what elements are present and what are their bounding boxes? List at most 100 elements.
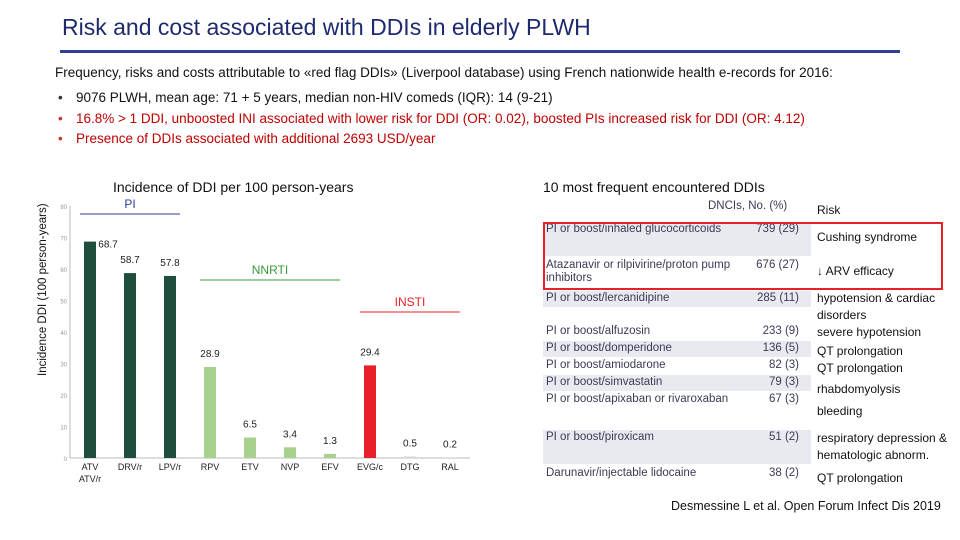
bar-value-label: 0.5 — [403, 438, 417, 449]
y-tick-label: 50 — [60, 300, 67, 306]
table-row: PI or boost/amiodarone 82 (3) — [543, 358, 811, 374]
bullet-text: Presence of DDIs associated with additio… — [76, 131, 436, 146]
bar-ral — [444, 457, 456, 458]
bar-value-label: 58.7 — [120, 255, 140, 266]
y-tick-label: 60 — [60, 268, 67, 274]
y-tick-label: 70 — [60, 237, 67, 243]
risk-cell: QT prolongation — [817, 471, 903, 485]
bar-etv — [244, 437, 256, 458]
risk-cell: Cushing syndrome — [817, 230, 918, 244]
table-title: 10 most frequent encountered DDIs — [543, 179, 765, 195]
drug-cell: PI or boost/alfuzosin — [546, 325, 651, 337]
bullet-item: • Presence of DDIs associated with additi… — [58, 131, 435, 146]
drug-cell: PI or boost/piroxicam — [546, 431, 655, 443]
risk-cell: QT prolongation — [817, 344, 903, 358]
risk-cell: hypotension & cardiac disorders — [817, 291, 936, 322]
count-cell: 739 (29) — [756, 223, 799, 235]
bar-lpvr — [164, 275, 176, 458]
drug-cell: PI or boost/domperidone — [546, 342, 672, 354]
x-tick-label: EVG/c — [357, 462, 384, 472]
drug-cell: PI or boost/lercanidipine — [546, 292, 670, 304]
table-header-count: DNCIs, No. (%) — [708, 200, 788, 212]
count-cell: 285 (11) — [757, 292, 799, 304]
x-tick-sublabel: ATV/r — [79, 474, 101, 484]
x-tick-label: NVP — [281, 462, 300, 472]
x-tick-label: ETV — [241, 462, 259, 472]
x-tick-label: EFV — [321, 462, 339, 472]
citation: Desmessine L et al. Open Forum Infect Di… — [671, 499, 941, 513]
count-cell: 51 (2) — [768, 431, 799, 443]
drug-cell: Atazanavir or rilpivirine/proton pump in… — [546, 259, 731, 284]
count-cell: 38 (2) — [768, 467, 799, 479]
risk-cell: severe hypotension — [817, 325, 922, 339]
drug-cell: Darunavir/injectable lidocaine — [546, 467, 697, 479]
bullet-item: • 16.8% > 1 DDI, unboosted INI associated… — [58, 111, 805, 126]
table-row: Atazanavir or rilpivirine/proton pump in… — [543, 258, 811, 290]
bar-evgc — [364, 365, 376, 458]
risk-cell: rhabdomyolysis — [817, 382, 901, 396]
group-label-pi: PI — [124, 197, 135, 211]
x-tick-label: RAL — [441, 462, 459, 472]
table-row: PI or boost/lercanidipine 285 (11) — [543, 291, 811, 307]
bar-value-label: 29.4 — [360, 347, 380, 358]
y-tick-label: 10 — [60, 426, 67, 432]
count-cell: 79 (3) — [768, 376, 799, 388]
drug-cell: PI or boost/inhaled glucocorticoids — [546, 223, 722, 235]
bar-value-label: 0.2 — [443, 439, 457, 450]
table-row: PI or boost/inhaled glucocorticoids 739 (… — [543, 222, 811, 256]
chart-title: Incidence of DDI per 100 person-years — [113, 179, 354, 195]
slide-subtitle: Frequency, risks and costs attributable … — [55, 65, 833, 80]
y-tick-label: 0 — [64, 457, 68, 463]
count-cell: 676 (27) — [756, 259, 799, 271]
count-cell: 136 (5) — [762, 342, 799, 354]
count-cell: 82 (3) — [768, 359, 799, 371]
table-row: PI or boost/domperidone 136 (5) — [543, 341, 811, 357]
x-tick-label: ATV — [82, 462, 99, 472]
risk-cell: ↓ ARV efficacy — [817, 264, 894, 278]
table-row: PI or boost/simvastatin 79 (3) — [543, 375, 811, 391]
highlight-box — [543, 222, 943, 290]
table-row: PI or boost/apixaban or rivaroxaban 67 (3… — [543, 392, 811, 428]
drug-cell: PI or boost/amiodarone — [546, 359, 666, 371]
y-tick-label: 30 — [60, 363, 67, 369]
bar-drvr — [124, 273, 136, 458]
group-label-nnrti: NNRTI — [252, 263, 288, 277]
bar-value-label: 57.8 — [160, 258, 180, 269]
risk-header: Risk — [817, 203, 841, 217]
bar-value-label: 68.7 — [98, 240, 118, 251]
bullet-marker: • — [58, 111, 63, 126]
slide-title: Risk and cost associated with DDIs in el… — [62, 14, 591, 40]
bar-value-label: 1.3 — [323, 436, 337, 447]
group-label-insti: INSTI — [395, 295, 426, 309]
chart-y-axis-label: Incidence DDI (100 person-years) — [37, 203, 49, 376]
bullet-item: • 9076 PLWH, mean age: 71 + 5 years, medi… — [58, 90, 553, 105]
count-cell: 233 (9) — [762, 325, 799, 337]
bar-value-label: 6.5 — [243, 420, 257, 431]
bar-atv — [84, 241, 96, 458]
x-tick-label: LPV/r — [159, 462, 182, 472]
table-row: Darunavir/injectable lidocaine 38 (2) — [543, 466, 811, 486]
drug-cell: PI or boost/apixaban or rivaroxaban — [546, 393, 729, 405]
drug-cell: PI or boost/simvastatin — [546, 376, 663, 388]
bar-efv — [324, 453, 336, 458]
bar-rpv — [204, 366, 216, 458]
count-cell: 67 (3) — [768, 393, 799, 405]
risk-cell: respiratory depression & hematologic abn… — [817, 431, 948, 462]
bullet-marker: • — [58, 131, 63, 146]
risk-cell: bleeding — [817, 404, 863, 418]
x-tick-label: RPV — [201, 462, 220, 472]
bar-value-label: 3.4 — [283, 429, 297, 440]
x-tick-label: DRV/r — [118, 462, 142, 472]
risk-cell: QT prolongation — [817, 361, 903, 375]
bar-dtg — [404, 456, 416, 458]
y-tick-label: 80 — [60, 205, 67, 211]
y-tick-label: 40 — [60, 331, 67, 337]
x-tick-label: DTG — [401, 462, 420, 472]
bullet-text: 16.8% > 1 DDI, unboosted INI associated … — [76, 111, 805, 126]
table-row: PI or boost/alfuzosin 233 (9) — [543, 324, 811, 340]
bullet-text: 9076 PLWH, mean age: 71 + 5 years, media… — [76, 90, 553, 105]
bullet-marker: • — [58, 90, 63, 105]
incidence-bar-chart: 0 10 20 30 40 50 60 70 80 68.7 ATV ATV/r 58.7 DRV/r 57… — [60, 197, 470, 484]
bar-nvp — [284, 447, 296, 458]
bar-value-label: 28.9 — [200, 349, 220, 360]
